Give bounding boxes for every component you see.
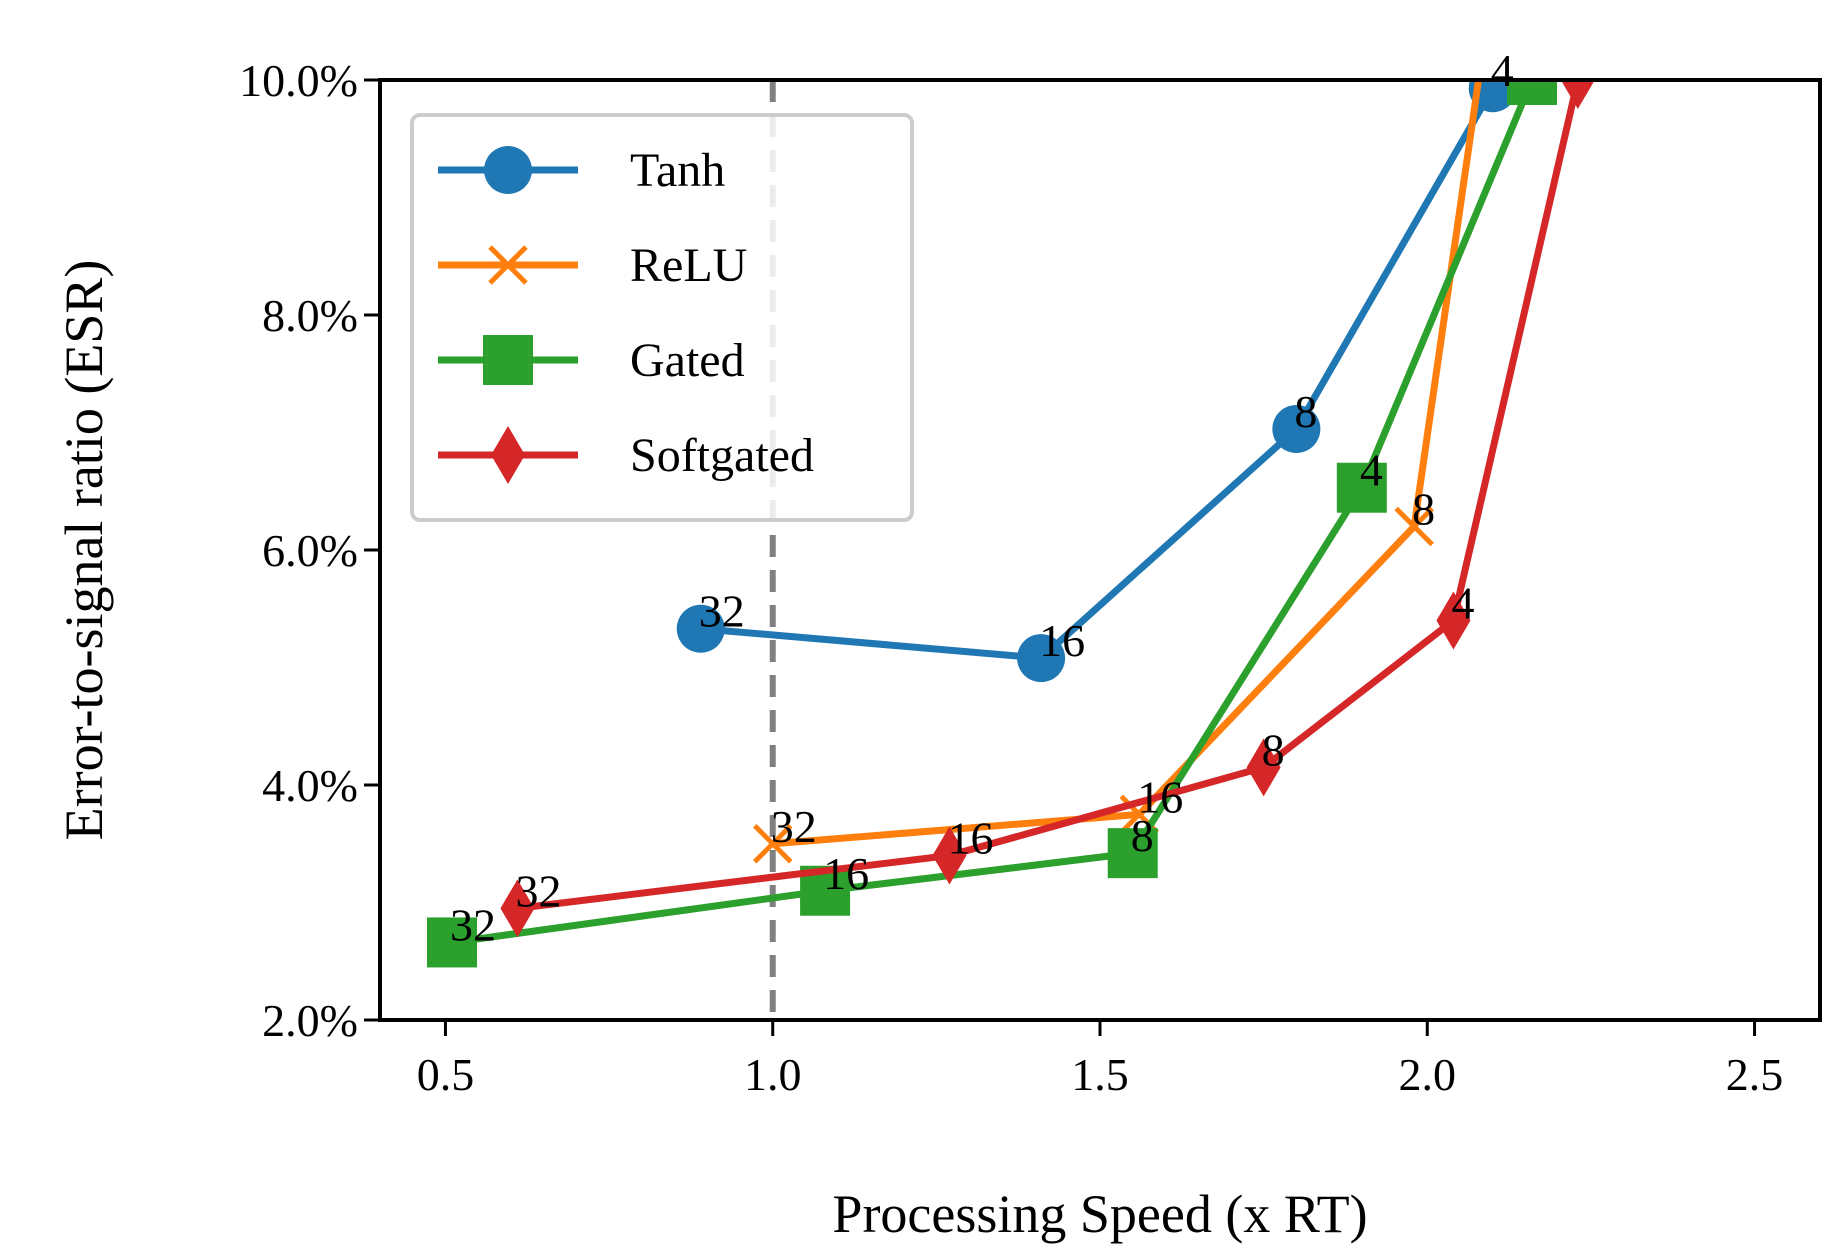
legend-box (410, 113, 914, 522)
data-point-diamond (1560, 80, 1595, 109)
y-tick-label: 6.0% (262, 525, 358, 576)
point-label: 4 (1491, 45, 1514, 96)
y-tick-label: 2.0% (262, 995, 358, 1046)
legend: Tanh ReLU Gated Softgated (410, 113, 914, 522)
point-label: 8 (1131, 810, 1154, 861)
point-label: 8 (1262, 724, 1285, 775)
data-point-circle (1017, 634, 1066, 683)
data-point-square (1336, 462, 1387, 513)
data-point-diamond (1436, 591, 1471, 650)
legend-label: Tanh (630, 144, 725, 197)
data-point-square (427, 917, 477, 968)
legend-marker-circle (484, 146, 532, 194)
point-label: 32 (515, 865, 561, 916)
x-axis-ticks: 0.5 1.0 1.5 2.0 2.5 (417, 1020, 1784, 1100)
point-label: 32 (699, 586, 745, 637)
point-label: 4 (1360, 445, 1383, 496)
data-point-square (1107, 828, 1158, 879)
legend-label: ReLU (630, 239, 747, 292)
y-axis-title: Error-to-signal ratio (ESR) (54, 260, 114, 841)
x-tick-label: 2.0 (1399, 1049, 1457, 1100)
data-point-diamond (500, 879, 535, 938)
data-point-diamond (1246, 738, 1281, 797)
legend-item-gated: Gated (438, 334, 745, 387)
series-layer (427, 80, 1595, 968)
y-tick-label: 10.0% (239, 55, 358, 106)
data-point-diamond (932, 826, 967, 885)
x-tick-label: 1.5 (1071, 1049, 1129, 1100)
plot-frame (378, 78, 1822, 1022)
point-label: 8 (1412, 484, 1435, 535)
legend-item-tanh: Tanh (438, 144, 725, 197)
legend-item-softgated: Softgated (438, 426, 814, 484)
series-gated (427, 80, 1557, 968)
series-line (772, 80, 1483, 848)
legend-marker-diamond (491, 426, 525, 484)
series-line (700, 86, 1496, 662)
data-point-square (1507, 80, 1557, 105)
x-tick-label: 0.5 (417, 1049, 475, 1100)
legend-item-relu: ReLU (438, 239, 747, 292)
data-point-circle (676, 604, 725, 653)
point-label: 16 (823, 848, 869, 899)
legend-label: Gated (630, 334, 745, 387)
series-softgated (500, 80, 1595, 938)
x-tick-label: 2.5 (1726, 1049, 1784, 1100)
data-point-x (1394, 506, 1434, 547)
point-label: 16 (1137, 771, 1183, 822)
point-label: 32 (771, 801, 817, 852)
legend-marker-x (488, 245, 528, 285)
point-label: 8 (1294, 386, 1317, 437)
point-labels: 321684321684321684321684 (450, 45, 1514, 950)
x-tick-label: 1.0 (744, 1049, 802, 1100)
data-point-x (752, 823, 793, 864)
y-axis-ticks: 2.0% 4.0% 6.0% 8.0% 10.0% (239, 55, 380, 1046)
legend-label: Softgated (630, 429, 814, 482)
point-label: 32 (450, 899, 496, 950)
x-axis-title: Processing Speed (x RT) (832, 1184, 1367, 1244)
point-label: 4 (1451, 578, 1474, 629)
data-point-circle (1272, 404, 1321, 453)
y-tick-label: 4.0% (262, 760, 358, 811)
point-label: 16 (1039, 615, 1085, 666)
legend-marker-square (483, 335, 533, 385)
y-tick-label: 8.0% (262, 290, 358, 341)
point-label: 16 (947, 813, 993, 864)
